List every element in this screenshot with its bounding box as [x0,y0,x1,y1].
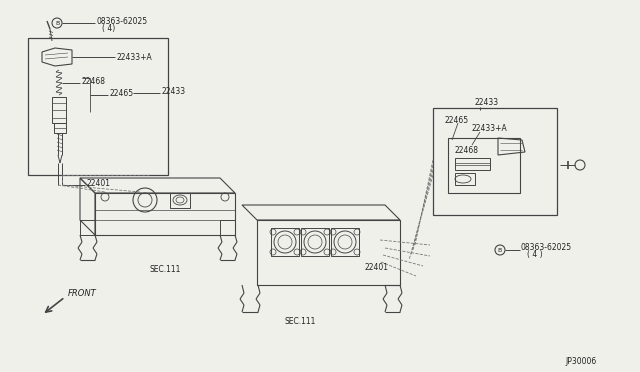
Text: SEC.111: SEC.111 [149,266,180,275]
Bar [455,173,475,185]
Text: 22433+A: 22433+A [116,52,152,61]
Bar [170,193,190,208]
Text: 22465: 22465 [109,89,133,97]
Bar [271,228,299,256]
Text: B: B [55,20,59,26]
Text: ( 4): ( 4) [102,23,115,32]
Text: JP30006: JP30006 [565,357,596,366]
Text: 22433+A: 22433+A [472,124,508,132]
Bar [455,158,490,170]
Bar [433,108,557,215]
Bar [28,38,168,175]
Bar [95,193,235,235]
Text: 22468: 22468 [81,77,105,86]
Text: 22401: 22401 [86,179,110,187]
Text: 22468: 22468 [455,145,479,154]
Text: SEC.111: SEC.111 [284,317,316,327]
Text: 22433: 22433 [475,97,499,106]
Text: 08363-62025: 08363-62025 [521,243,572,251]
Text: 22401: 22401 [365,263,389,273]
Bar [331,228,359,256]
Bar [52,97,66,123]
Bar [301,228,329,256]
Bar [257,220,400,285]
Text: ( 4 ): ( 4 ) [527,250,543,260]
Bar [448,138,520,193]
Text: 22433: 22433 [162,87,186,96]
Text: 22465: 22465 [445,115,469,125]
Text: FRONT: FRONT [68,289,97,298]
Text: B: B [498,247,502,253]
Bar [54,123,66,133]
Text: 08363-62025: 08363-62025 [96,16,147,26]
